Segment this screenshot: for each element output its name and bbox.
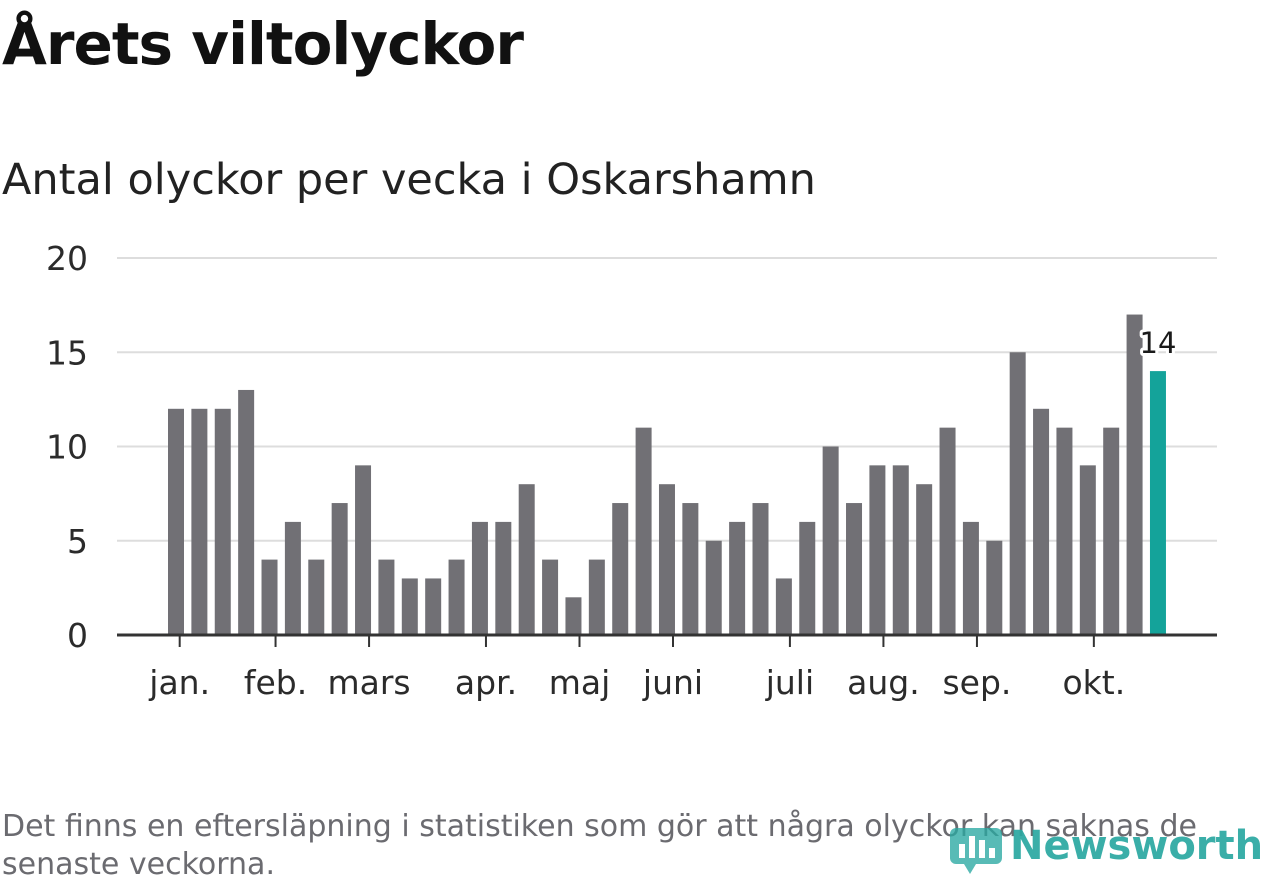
bar bbox=[799, 521, 816, 635]
logo-chart-icon bbox=[950, 828, 1002, 874]
y-axis-ticks: 0 5 10 15 20 bbox=[46, 239, 88, 655]
bar bbox=[261, 559, 278, 635]
newsworthy-logo: Newsworthy bbox=[950, 818, 1262, 874]
x-axis-ticks: jan. feb. mars apr. maj juni juli aug. sep. okt. bbox=[148, 635, 1125, 702]
bar bbox=[635, 427, 652, 635]
x-tick-label: sep. bbox=[942, 663, 1011, 702]
chart-title: Årets viltolyckor bbox=[2, 10, 524, 78]
bar bbox=[822, 446, 839, 635]
bar bbox=[1056, 427, 1073, 635]
x-tick-label: jan. bbox=[148, 663, 210, 702]
bars bbox=[168, 314, 1166, 635]
bar bbox=[471, 521, 488, 635]
x-tick-label: apr. bbox=[455, 663, 517, 702]
bar bbox=[168, 408, 184, 635]
bar bbox=[986, 540, 1003, 635]
bar bbox=[612, 503, 629, 635]
bar bbox=[1103, 427, 1120, 635]
bar bbox=[1126, 314, 1143, 635]
bar bbox=[1009, 352, 1026, 635]
y-tick-label: 15 bbox=[46, 333, 88, 372]
bar-highlight bbox=[1149, 371, 1166, 635]
bar bbox=[588, 559, 605, 635]
bar bbox=[916, 484, 933, 635]
bar bbox=[542, 559, 559, 635]
y-tick-label: 0 bbox=[67, 616, 88, 655]
bar bbox=[214, 408, 231, 635]
chart-subtitle: Antal olyckor per vecka i Oskarshamn bbox=[2, 155, 816, 205]
y-tick-label: 10 bbox=[46, 428, 88, 467]
bar bbox=[284, 521, 301, 635]
x-tick-label: feb. bbox=[244, 663, 307, 702]
x-tick-label: aug. bbox=[847, 663, 920, 702]
bar bbox=[962, 521, 979, 635]
bar bbox=[191, 408, 208, 635]
x-tick-label: maj bbox=[549, 663, 611, 702]
bar bbox=[1033, 408, 1050, 635]
y-tick-label: 20 bbox=[46, 239, 88, 278]
bar bbox=[308, 559, 325, 635]
x-tick-label: juli bbox=[765, 663, 814, 702]
bar bbox=[939, 427, 956, 635]
bar bbox=[448, 559, 465, 635]
bar bbox=[495, 521, 512, 635]
y-tick-label: 5 bbox=[67, 522, 88, 561]
bar bbox=[1079, 465, 1096, 635]
bar bbox=[331, 503, 348, 635]
bar bbox=[775, 578, 792, 635]
bar bbox=[705, 540, 722, 635]
bar bbox=[355, 465, 372, 635]
bar bbox=[401, 578, 418, 635]
bar bbox=[869, 465, 886, 635]
bar bbox=[752, 503, 769, 635]
x-tick-label: juni bbox=[642, 663, 703, 702]
bar bbox=[238, 389, 255, 635]
highlight-value-label: 14 bbox=[1140, 326, 1177, 360]
bar bbox=[425, 578, 442, 635]
bar bbox=[846, 503, 863, 635]
bar bbox=[892, 465, 909, 635]
value-labels: 14 bbox=[1137, 323, 1180, 363]
x-tick-label: okt. bbox=[1062, 663, 1125, 702]
x-tick-label: mars bbox=[327, 663, 410, 702]
bar bbox=[682, 503, 699, 635]
bar bbox=[518, 484, 535, 635]
bar bbox=[378, 559, 395, 635]
bar bbox=[565, 597, 582, 635]
logo-text: Newsworthy bbox=[1010, 823, 1262, 869]
bar bbox=[658, 484, 675, 635]
bar bbox=[729, 521, 746, 635]
